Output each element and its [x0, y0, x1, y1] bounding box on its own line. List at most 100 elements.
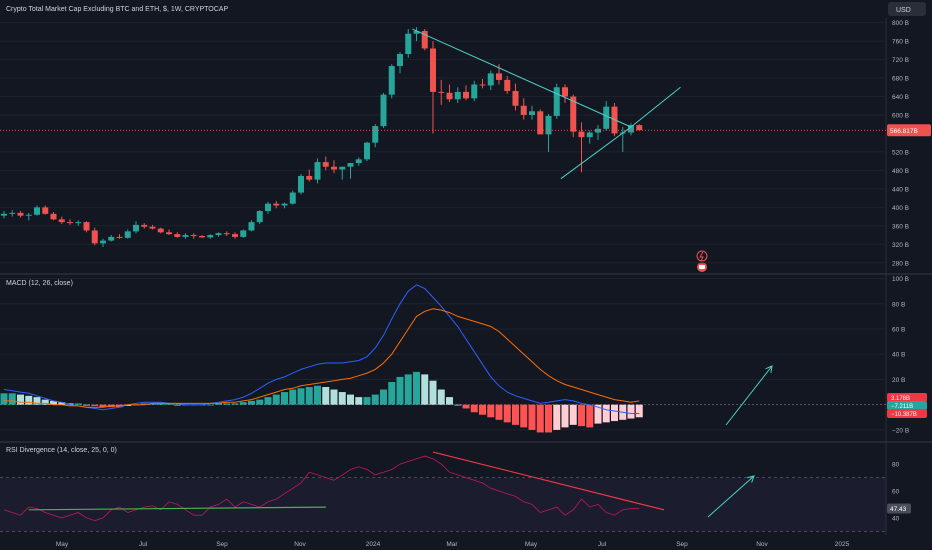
- candle[interactable]: [34, 207, 40, 215]
- candle[interactable]: [322, 162, 329, 167]
- candle[interactable]: [380, 94, 387, 127]
- candle[interactable]: [628, 125, 634, 133]
- trendline[interactable]: [630, 86, 681, 128]
- divergence-line[interactable]: [432, 451, 665, 511]
- candle[interactable]: [42, 207, 49, 214]
- candle[interactable]: [67, 222, 73, 224]
- macd-histogram-bar: [446, 397, 453, 405]
- candle[interactable]: [240, 230, 247, 237]
- macd-value-badge: [887, 393, 927, 402]
- candle[interactable]: [9, 212, 16, 214]
- currency-button[interactable]: [888, 2, 926, 16]
- candle[interactable]: [124, 231, 131, 238]
- projection-arrow[interactable]: [725, 365, 773, 426]
- macd-legend[interactable]: MACD (12, 26, close): [6, 280, 73, 287]
- macd-value-badge: [887, 401, 927, 410]
- candle[interactable]: [289, 192, 296, 204]
- candle[interactable]: [215, 233, 222, 236]
- macd-histogram-bar: [553, 404, 561, 430]
- candle[interactable]: [25, 214, 32, 216]
- candle[interactable]: [75, 222, 82, 224]
- candle[interactable]: [413, 30, 420, 34]
- candle[interactable]: [570, 96, 577, 132]
- rsi-legend[interactable]: RSI Divergence (14, close, 25, 0, 0): [6, 447, 117, 454]
- candle[interactable]: [108, 236, 115, 241]
- candle[interactable]: [372, 126, 379, 143]
- trendline[interactable]: [412, 28, 632, 128]
- candle[interactable]: [281, 203, 288, 206]
- candle[interactable]: [256, 211, 263, 223]
- candle[interactable]: [603, 106, 610, 129]
- event-icon[interactable]: [697, 262, 707, 272]
- candle[interactable]: [438, 91, 445, 93]
- candle[interactable]: [388, 66, 395, 95]
- projection-arrow[interactable]: [707, 475, 755, 518]
- candle[interactable]: [454, 91, 461, 100]
- candle[interactable]: [537, 111, 544, 135]
- candle[interactable]: [479, 84, 486, 86]
- candle[interactable]: [504, 79, 511, 91]
- candle[interactable]: [306, 175, 313, 180]
- candle[interactable]: [471, 84, 478, 99]
- candle[interactable]: [487, 73, 494, 86]
- candle[interactable]: [166, 232, 172, 235]
- candle[interactable]: [174, 234, 181, 237]
- time-axis-label: Sep: [216, 541, 228, 548]
- candle[interactable]: [149, 226, 156, 229]
- candle[interactable]: [116, 236, 123, 238]
- candle[interactable]: [223, 233, 230, 235]
- candle[interactable]: [100, 240, 106, 244]
- candle[interactable]: [50, 213, 57, 220]
- candle[interactable]: [397, 54, 403, 67]
- candle[interactable]: [339, 166, 346, 170]
- macd-line[interactable]: [3, 284, 640, 414]
- signal-line[interactable]: [4, 308, 640, 408]
- candle[interactable]: [17, 212, 24, 216]
- trendline[interactable]: [560, 126, 632, 180]
- lightning-icon[interactable]: [696, 250, 708, 262]
- candle[interactable]: [529, 111, 535, 115]
- candle[interactable]: [421, 30, 428, 49]
- candle[interactable]: [1, 213, 7, 216]
- candle[interactable]: [496, 73, 502, 80]
- candle[interactable]: [314, 162, 321, 180]
- macd-histogram-bar: [578, 404, 585, 427]
- candle[interactable]: [273, 203, 280, 206]
- candle[interactable]: [141, 224, 148, 227]
- candle[interactable]: [430, 48, 436, 92]
- candle[interactable]: [199, 235, 205, 238]
- macd-value-label: 3.178B: [891, 396, 910, 402]
- candle[interactable]: [331, 166, 337, 170]
- candle[interactable]: [248, 222, 255, 231]
- candle[interactable]: [182, 235, 189, 237]
- candle[interactable]: [586, 132, 593, 138]
- candle[interactable]: [636, 125, 643, 131]
- candle[interactable]: [364, 142, 370, 160]
- candle[interactable]: [133, 224, 139, 232]
- divergence-line[interactable]: [28, 506, 326, 511]
- time-axis-label: Jul: [598, 541, 607, 548]
- candle[interactable]: [298, 175, 304, 193]
- candle[interactable]: [190, 235, 197, 237]
- candle[interactable]: [207, 235, 214, 238]
- candle[interactable]: [83, 222, 90, 231]
- candle[interactable]: [347, 163, 354, 167]
- candle[interactable]: [562, 87, 568, 97]
- candle[interactable]: [232, 234, 238, 237]
- candle[interactable]: [157, 228, 164, 233]
- candle[interactable]: [463, 91, 469, 99]
- candle[interactable]: [58, 219, 65, 223]
- candle[interactable]: [91, 230, 98, 244]
- candle[interactable]: [578, 131, 585, 138]
- rsi-line[interactable]: [3, 455, 640, 522]
- candle[interactable]: [553, 87, 560, 116]
- candle[interactable]: [446, 92, 453, 100]
- candle[interactable]: [520, 105, 527, 115]
- candle[interactable]: [512, 90, 519, 106]
- candle[interactable]: [265, 203, 271, 212]
- candle[interactable]: [405, 33, 412, 55]
- macd-histogram-bar: [611, 404, 618, 422]
- candle[interactable]: [355, 159, 362, 164]
- candle[interactable]: [545, 115, 552, 135]
- macd-histogram-bar: [586, 404, 594, 428]
